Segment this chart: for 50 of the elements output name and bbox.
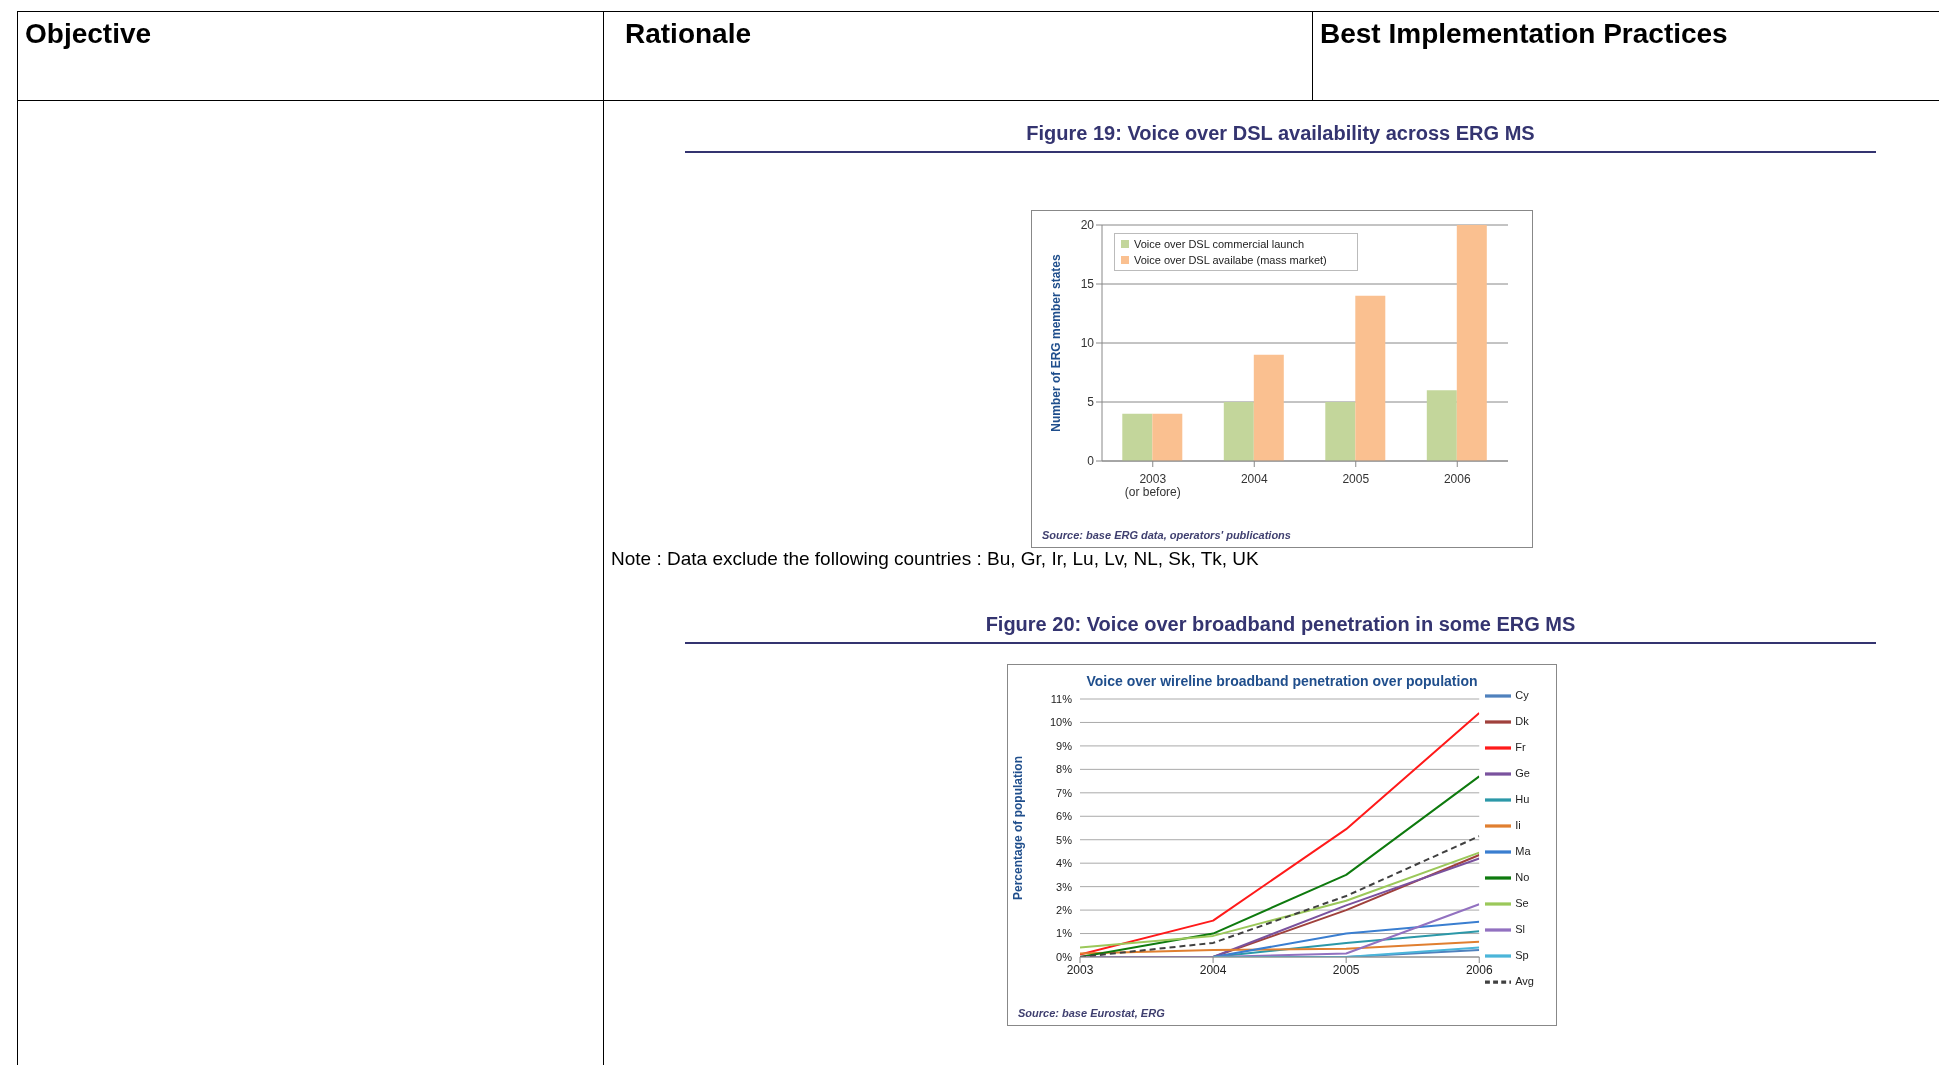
x-tick-label: 2005 <box>1332 962 1360 977</box>
y-tick-label: 10% <box>1049 716 1073 729</box>
y-tick-label: 20 <box>1080 218 1095 233</box>
y-tick-label: 0% <box>1056 950 1073 963</box>
chart-title: Figure 20: Voice over broadband penetration in some ERG MS <box>685 613 1876 644</box>
y-tick-label: 0 <box>1087 454 1095 469</box>
y-tick-label: 7% <box>1056 786 1073 799</box>
y-tick-label: 5% <box>1056 833 1073 846</box>
y-tick-label: 4% <box>1056 857 1073 870</box>
y-axis-title: Percentage of population <box>1011 755 1026 901</box>
y-tick-label: 3% <box>1056 880 1073 893</box>
legend-label: Voice over DSL commercial launch <box>1134 238 1305 250</box>
y-tick-label: 11% <box>1050 692 1073 705</box>
y-axis-title: Number of ERG member states <box>1049 253 1064 432</box>
legend-label: Dk <box>1515 714 1529 727</box>
legend-label: Ii <box>1515 818 1521 831</box>
y-tick-label: 1% <box>1056 927 1073 940</box>
text: Best Implementation Practices <box>1320 18 1728 50</box>
chart-title: Figure 19: Voice over DSL availability across ERG MS <box>685 122 1876 153</box>
legend-label: Sp <box>1515 948 1529 961</box>
y-tick-label: 2% <box>1056 904 1073 916</box>
x-tick-label: 2006 <box>1443 472 1471 486</box>
legend-label: Voice over DSL availabe (mass market) <box>1134 254 1327 266</box>
legend-label: Ma <box>1515 844 1531 857</box>
x-tick-label: 2003 (or before) <box>1124 472 1181 499</box>
source-note: Source: base ERG data, operators' publications <box>1042 529 1291 541</box>
x-tick-label: 2004 <box>1199 962 1227 977</box>
chart-subtitle: Voice over wireline broadband penetration over population <box>1085 673 1479 689</box>
legend-label: Ge <box>1515 766 1530 779</box>
legend-label: Se <box>1515 896 1529 909</box>
y-tick-label: 6% <box>1056 810 1073 823</box>
y-tick-label: 9% <box>1056 739 1073 752</box>
legend-label: Fr <box>1515 740 1526 753</box>
y-tick-label: 5 <box>1087 395 1095 410</box>
legend-label: Hu <box>1515 792 1530 805</box>
text: Objective <box>25 18 152 50</box>
x-tick-label: 2005 <box>1342 472 1370 486</box>
legend-label: Sl <box>1515 922 1526 935</box>
x-tick-label: 2006 <box>1465 962 1493 977</box>
source-note: Source: base Eurostat, ERG <box>1018 1007 1165 1019</box>
x-tick-label: 2003 <box>1066 962 1094 977</box>
legend-label: No <box>1515 870 1530 883</box>
text: Note : Data exclude the following countries : Bu, Gr, Ir, Lu, Lv, NL, Sk, Tk, UK <box>611 548 1259 570</box>
y-tick-label: 10 <box>1080 336 1095 351</box>
y-tick-label: 15 <box>1080 277 1095 292</box>
y-tick-label: 8% <box>1056 763 1073 776</box>
legend-label: Cy <box>1515 688 1529 701</box>
legend-label: Avg <box>1515 974 1534 987</box>
text: Rationale <box>625 18 752 50</box>
x-tick-label: 2004 <box>1240 472 1268 486</box>
